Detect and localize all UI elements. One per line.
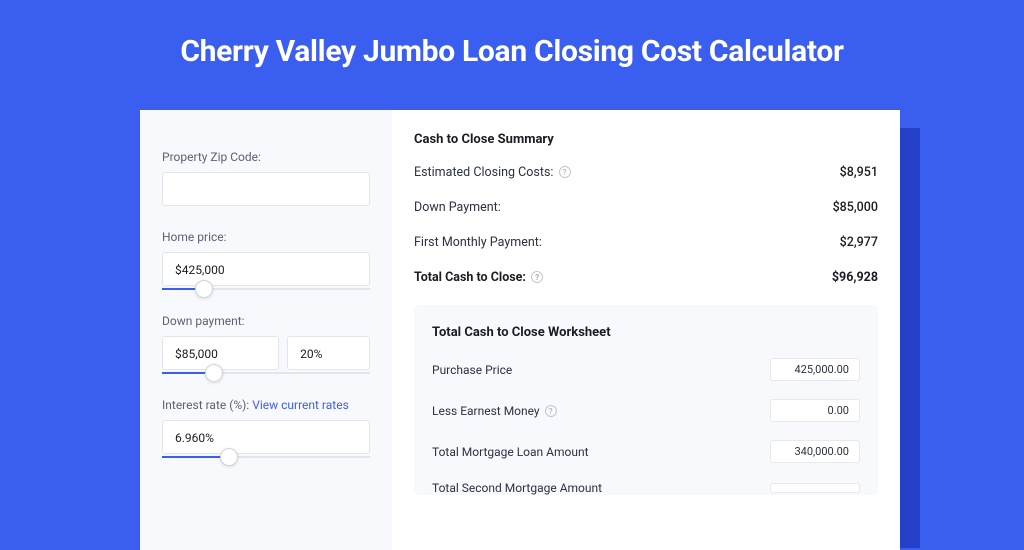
worksheet-row-label: Less Earnest Money ? <box>432 404 557 418</box>
worksheet-panel: Total Cash to Close Worksheet Purchase P… <box>414 305 878 495</box>
worksheet-row-label: Total Mortgage Loan Amount <box>432 445 589 459</box>
summary-row: First Monthly Payment: $2,977 <box>414 235 878 250</box>
summary-row: Down Payment: $85,000 <box>414 200 878 215</box>
interest-rate-input[interactable]: 6.960% <box>162 420 370 454</box>
summary-row-value: $8,951 <box>840 165 878 180</box>
view-rates-link[interactable]: View current rates <box>252 398 349 412</box>
down-payment-field-group: Down payment: $85,000 20% <box>162 314 370 374</box>
worksheet-title: Total Cash to Close Worksheet <box>432 325 860 340</box>
summary-row: Total Cash to Close: ? $96,928 <box>414 270 878 285</box>
summary-rows: Estimated Closing Costs: ? $8,951 Down Pay… <box>414 165 878 285</box>
down-payment-label: Down payment: <box>162 314 370 328</box>
worksheet-row-label: Purchase Price <box>432 363 512 377</box>
home-price-input[interactable]: $425,000 <box>162 252 370 286</box>
slider-thumb[interactable] <box>220 448 238 466</box>
interest-rate-slider[interactable] <box>162 456 370 458</box>
help-icon[interactable]: ? <box>545 405 557 417</box>
home-price-label: Home price: <box>162 230 370 244</box>
down-payment-slider[interactable] <box>162 372 370 374</box>
summary-row-label: Estimated Closing Costs: ? <box>414 165 571 180</box>
page-title: Cherry Valley Jumbo Loan Closing Cost Ca… <box>0 0 1024 97</box>
summary-row-value: $85,000 <box>833 200 878 215</box>
summary-row-value: $96,928 <box>832 270 878 285</box>
calculator-card: Property Zip Code: Home price: $425,000 … <box>140 110 900 550</box>
summary-row-label: First Monthly Payment: <box>414 235 542 250</box>
help-icon[interactable]: ? <box>559 166 571 178</box>
down-payment-amount-input[interactable]: $85,000 <box>162 336 279 370</box>
zip-label: Property Zip Code: <box>162 150 370 164</box>
zip-input[interactable] <box>162 172 370 206</box>
worksheet-row: Total Mortgage Loan Amount 340,000.00 <box>432 440 860 463</box>
interest-rate-label: Interest rate (%): View current rates <box>162 398 370 412</box>
home-price-slider[interactable] <box>162 288 370 290</box>
down-payment-percent-input[interactable]: 20% <box>287 336 370 370</box>
worksheet-row-label: Total Second Mortgage Amount <box>432 481 602 495</box>
worksheet-value-input[interactable] <box>770 483 860 493</box>
home-price-field-group: Home price: $425,000 <box>162 230 370 290</box>
help-icon[interactable]: ? <box>531 271 543 283</box>
worksheet-value-input[interactable]: 0.00 <box>770 399 860 422</box>
worksheet-rows: Purchase Price 425,000.00 Less Earnest Mo… <box>432 358 860 495</box>
summary-row: Estimated Closing Costs: ? $8,951 <box>414 165 878 180</box>
worksheet-value-input[interactable]: 340,000.00 <box>770 440 860 463</box>
worksheet-value-input[interactable]: 425,000.00 <box>770 358 860 381</box>
interest-rate-field-group: Interest rate (%): View current rates 6.… <box>162 398 370 458</box>
zip-field-group: Property Zip Code: <box>162 150 370 206</box>
results-panel: Cash to Close Summary Estimated Closing … <box>392 110 900 550</box>
summary-row-label: Total Cash to Close: ? <box>414 270 543 285</box>
worksheet-row: Total Second Mortgage Amount <box>432 481 860 495</box>
summary-row-label: Down Payment: <box>414 200 501 215</box>
slider-thumb[interactable] <box>195 280 213 298</box>
inputs-panel: Property Zip Code: Home price: $425,000 … <box>140 110 392 550</box>
worksheet-row: Purchase Price 425,000.00 <box>432 358 860 381</box>
slider-thumb[interactable] <box>205 364 223 382</box>
interest-rate-label-text: Interest rate (%): <box>162 398 252 412</box>
summary-title: Cash to Close Summary <box>414 132 878 147</box>
worksheet-row: Less Earnest Money ? 0.00 <box>432 399 860 422</box>
summary-row-value: $2,977 <box>840 235 878 250</box>
